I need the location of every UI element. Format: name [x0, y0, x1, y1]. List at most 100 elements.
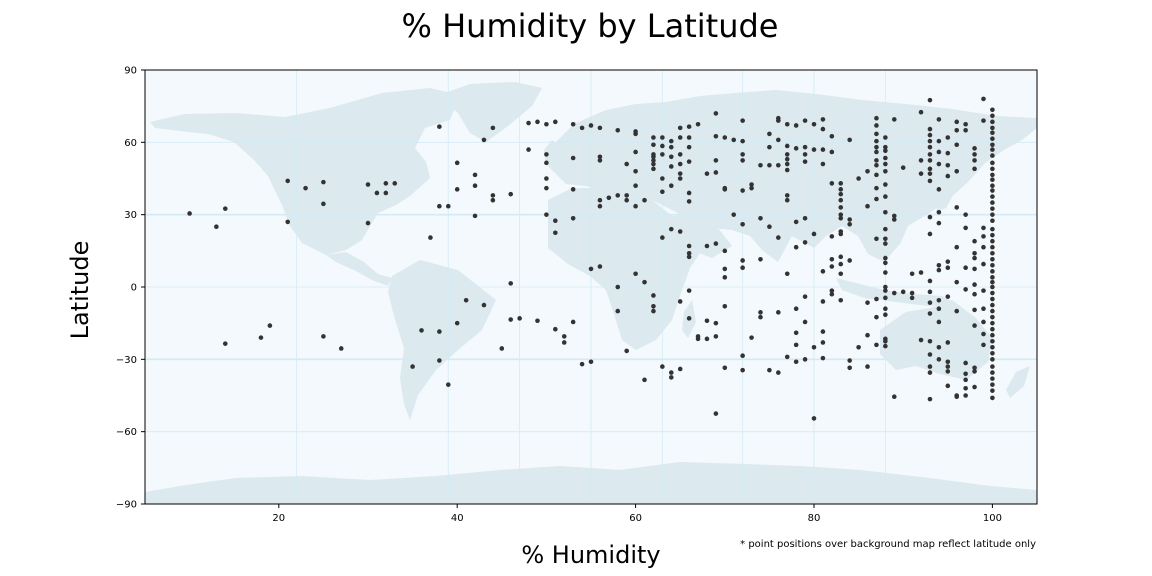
- data-point: [856, 344, 861, 350]
- data-point: [820, 126, 826, 132]
- data-point: [740, 188, 745, 193]
- data-point: [624, 197, 629, 203]
- data-point: [945, 173, 951, 179]
- data-point: [187, 211, 192, 216]
- data-point: [784, 152, 790, 157]
- data-point: [883, 338, 888, 344]
- data-point: [883, 135, 888, 140]
- data-point: [981, 319, 986, 325]
- data-point: [793, 342, 799, 348]
- data-point: [891, 117, 897, 122]
- data-point: [758, 310, 763, 315]
- data-point: [990, 296, 995, 302]
- data-point: [686, 243, 692, 249]
- data-point: [660, 135, 665, 140]
- data-point: [802, 152, 808, 157]
- data-point: [927, 138, 933, 144]
- data-point: [651, 154, 656, 160]
- data-point: [900, 165, 906, 170]
- data-point: [874, 314, 879, 320]
- data-point: [749, 182, 754, 187]
- data-point: [222, 206, 228, 211]
- data-point: [437, 329, 442, 334]
- data-point: [544, 152, 549, 157]
- data-point: [972, 255, 977, 261]
- data-point: [847, 358, 852, 363]
- data-point: [740, 222, 745, 227]
- data-point: [990, 172, 995, 178]
- data-point: [874, 172, 879, 178]
- data-point: [544, 160, 549, 166]
- y-tick-label: −90: [116, 500, 137, 511]
- data-point: [847, 258, 852, 263]
- data-point: [526, 147, 531, 152]
- data-point: [918, 337, 924, 343]
- data-point: [820, 269, 826, 274]
- data-point: [829, 291, 835, 297]
- data-point: [990, 153, 995, 158]
- data-point: [954, 279, 960, 285]
- data-point: [963, 225, 968, 231]
- data-point: [463, 297, 469, 303]
- data-point: [793, 146, 799, 151]
- data-point: [784, 121, 790, 127]
- data-point: [838, 181, 844, 186]
- data-point: [990, 351, 995, 356]
- data-point: [570, 319, 576, 325]
- data-point: [365, 220, 371, 226]
- data-point: [776, 370, 781, 375]
- data-point: [874, 149, 879, 155]
- data-point: [936, 161, 942, 167]
- data-point: [811, 416, 817, 421]
- data-point: [883, 155, 888, 161]
- data-point: [793, 219, 799, 225]
- data-point: [990, 188, 995, 193]
- data-point: [909, 295, 915, 301]
- data-point: [776, 162, 781, 168]
- data-point: [722, 365, 728, 371]
- data-point: [722, 266, 728, 272]
- data-point: [642, 197, 647, 203]
- map-japan: [936, 176, 956, 212]
- data-point: [990, 125, 995, 131]
- data-point: [802, 118, 808, 123]
- data-point: [972, 307, 977, 313]
- data-point: [945, 364, 951, 369]
- data-point: [767, 224, 772, 230]
- data-point: [990, 269, 995, 274]
- data-point: [927, 171, 933, 176]
- y-tick-label: −30: [116, 355, 137, 366]
- data-point: [383, 190, 389, 196]
- data-point: [686, 159, 692, 164]
- data-point: [990, 382, 995, 387]
- data-point: [990, 130, 995, 135]
- data-point: [874, 196, 879, 202]
- data-point: [695, 121, 701, 127]
- data-point: [820, 117, 826, 122]
- data-point: [990, 194, 995, 199]
- data-point: [481, 302, 487, 308]
- y-tick-label: 30: [124, 210, 137, 221]
- data-point: [981, 118, 986, 123]
- data-point: [615, 127, 621, 133]
- data-point: [927, 352, 933, 357]
- data-point: [891, 394, 897, 400]
- y-tick-label: 60: [124, 138, 137, 149]
- data-point: [615, 308, 621, 314]
- map-africa: [548, 188, 706, 350]
- y-axis-ticks: 90 60 30 0 −30 −60 −90: [116, 66, 145, 511]
- data-point: [472, 213, 478, 219]
- data-point: [722, 135, 728, 140]
- data-point: [954, 127, 960, 133]
- data-point: [517, 316, 522, 321]
- data-point: [972, 238, 977, 244]
- data-point: [677, 171, 683, 176]
- data-point: [321, 201, 326, 207]
- data-point: [776, 118, 781, 123]
- data-point: [793, 330, 799, 336]
- data-point: [784, 197, 790, 203]
- data-point: [776, 235, 781, 240]
- data-point: [481, 137, 487, 143]
- data-point: [784, 161, 790, 167]
- data-point: [990, 370, 995, 375]
